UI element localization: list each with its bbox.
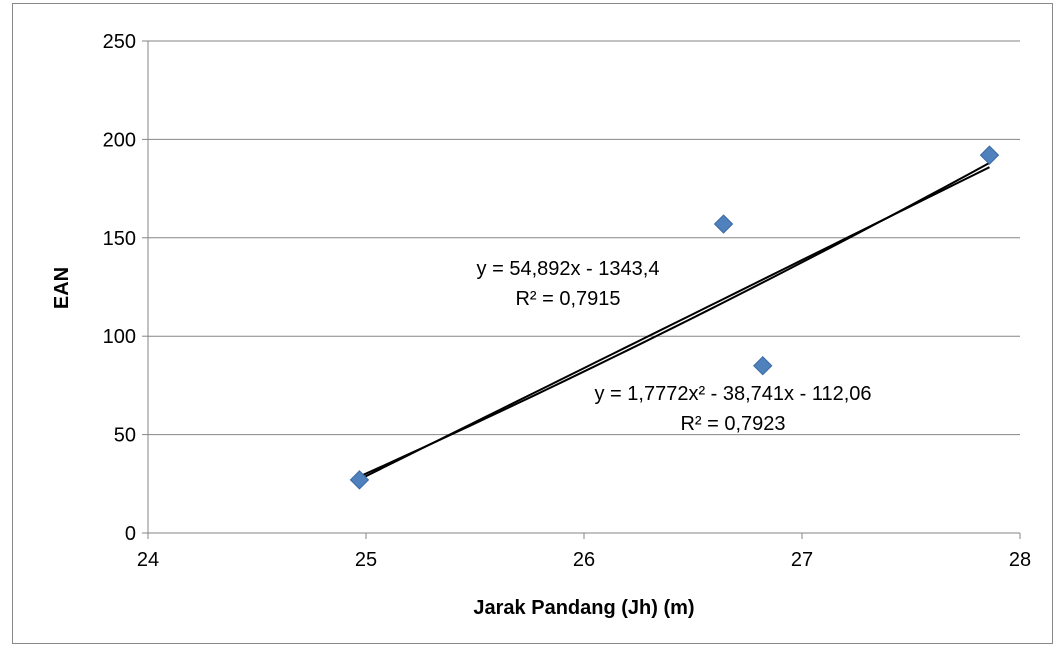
- polynomial-equation-label: y = 1,7772x² - 38,741x - 112,06: [594, 383, 871, 405]
- chart-frame: [12, 3, 1053, 644]
- linear-r2-label: R² = 0,7915: [515, 288, 620, 310]
- axes: [142, 40, 1021, 539]
- x-tick-label-25: 25: [355, 549, 377, 571]
- gridlines: [148, 40, 1020, 436]
- data-point-3: [753, 356, 773, 376]
- y-tick-label-100: 100: [103, 326, 136, 348]
- data-point-2: [713, 214, 734, 234]
- x-axis-title: Jarak Pandang (Jh) (m): [473, 597, 694, 619]
- y-axis-title: EAN: [51, 267, 73, 309]
- tick-labels: 0 50 100 150 200 250 24 25 26 27 28: [103, 31, 1032, 571]
- y-tick-label-50: 50: [114, 425, 136, 447]
- data-point-1: [349, 470, 370, 490]
- x-tick-label-28: 28: [1009, 549, 1031, 571]
- y-tick-label-0: 0: [125, 523, 136, 545]
- data-points: [349, 145, 1000, 490]
- trendlines: [359, 162, 990, 481]
- annotations: y = 54,892x - 1343,4 R² = 0,7915 y = 1,7…: [477, 258, 872, 435]
- y-tick-label-250: 250: [103, 31, 136, 53]
- polynomial-r2-label: R² = 0,7923: [680, 413, 785, 435]
- linear-equation-label: y = 54,892x - 1343,4: [477, 258, 660, 280]
- x-tick-label-24: 24: [137, 549, 159, 571]
- polynomial-trendline: [359, 162, 990, 478]
- x-tick-label-26: 26: [573, 549, 595, 571]
- data-point-4: [979, 145, 1000, 165]
- x-tick-label-27: 27: [791, 549, 813, 571]
- y-tick-label-200: 200: [103, 129, 136, 151]
- y-tick-label-150: 150: [103, 228, 136, 250]
